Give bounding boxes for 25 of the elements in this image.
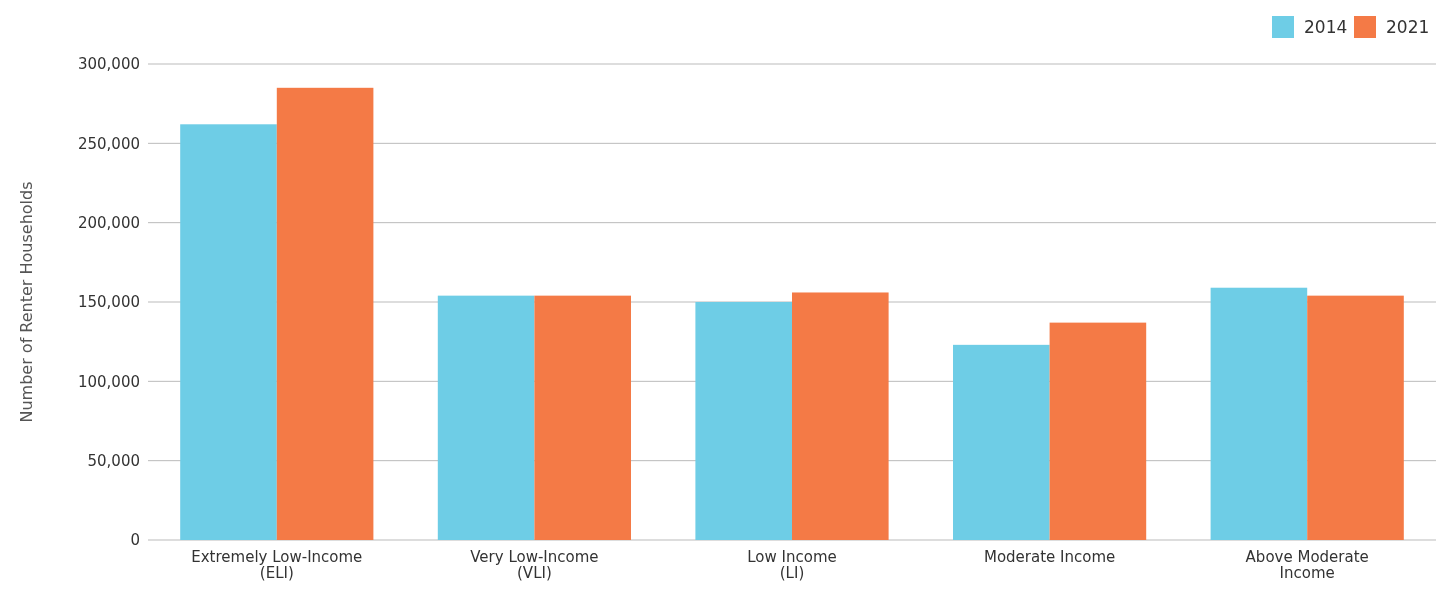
bar	[792, 292, 889, 540]
x-tick-label: Moderate Income	[983, 548, 1116, 566]
y-tick-label: 150,000	[77, 293, 140, 312]
bar	[1049, 322, 1147, 540]
x-tick-label: Extremely Low-Income (ELI)	[191, 548, 363, 582]
bar	[1210, 287, 1308, 540]
y-tick-label: 0	[130, 531, 140, 550]
x-tick-label: Very Low-Income (VLI)	[470, 548, 599, 582]
y-tick-label: 100,000	[77, 372, 140, 391]
y-tick-label: 300,000	[77, 55, 140, 74]
bar	[276, 87, 374, 540]
bar	[437, 295, 535, 540]
x-tick-label: Low Income (LI)	[747, 548, 837, 582]
bar	[1307, 295, 1404, 540]
x-tick-label: Above Moderate Income	[1245, 548, 1369, 582]
y-tick-label: 50,000	[87, 451, 140, 470]
legend-label: 2014	[1304, 16, 1348, 37]
y-tick-label: 200,000	[77, 213, 140, 232]
y-axis-title: Number of Renter Households	[17, 181, 36, 423]
bar	[695, 302, 792, 540]
bar	[534, 295, 631, 540]
bar	[953, 344, 1050, 540]
legend-label: 2021	[1386, 16, 1430, 37]
bar	[180, 124, 277, 540]
y-tick-label: 250,000	[77, 134, 140, 153]
